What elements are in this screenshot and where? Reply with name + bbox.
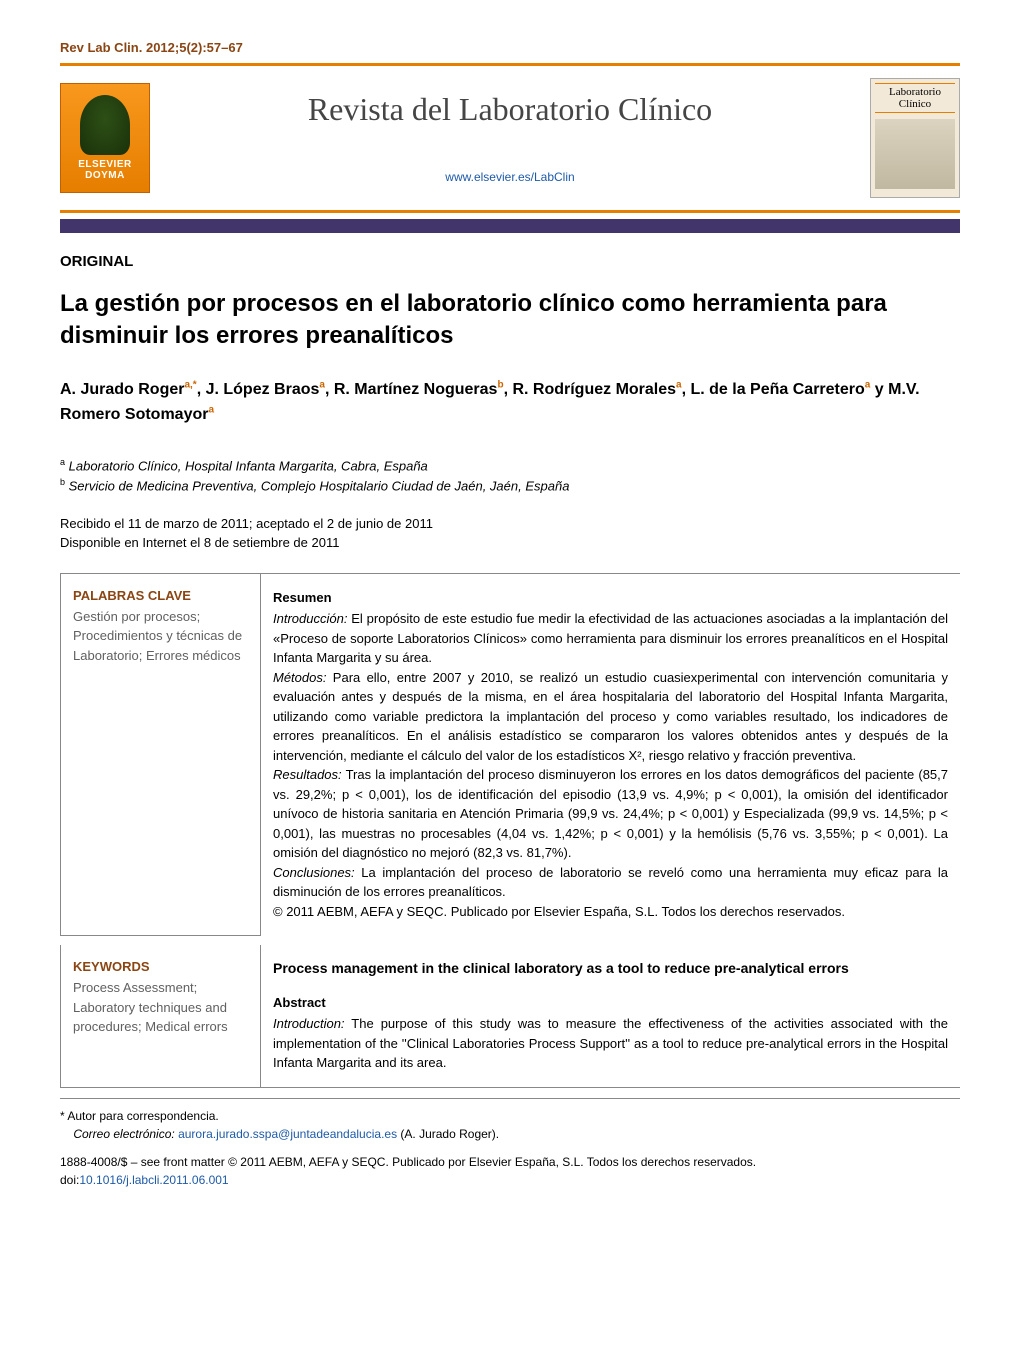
resumen-head: Resumen <box>273 588 948 608</box>
elsevier-tree-icon <box>80 95 130 155</box>
palabras-clave-list: Gestión por procesos; Procedimientos y t… <box>73 607 248 666</box>
keywords-cell: KEYWORDS Process Assessment; Laboratory … <box>61 945 261 1087</box>
abstract-en-cell: Process management in the clinical labor… <box>261 945 961 1087</box>
palabras-clave-cell: PALABRAS CLAVE Gestión por procesos; Pro… <box>61 573 261 935</box>
article-type: ORIGINAL <box>60 253 960 270</box>
abstract-en-introduction: Introduction: The purpose of this study … <box>273 1014 948 1073</box>
journal-cover-thumbnail: Laboratorio Clínico <box>870 78 960 198</box>
resumen-conclusiones: Conclusiones: La implantación del proces… <box>273 863 948 902</box>
doi-link[interactable]: 10.1016/j.labcli.2011.06.001 <box>79 1173 228 1187</box>
article-dates: Recibido el 11 de marzo de 2011; aceptad… <box>60 514 960 553</box>
resumen-metodos: Métodos: Para ello, entre 2007 y 2010, s… <box>273 668 948 766</box>
issn-copyright: 1888-4008/$ – see front matter © 2011 AE… <box>60 1153 960 1171</box>
resumen-introduccion: Introducción: El propósito de este estud… <box>273 609 948 668</box>
doi-line: doi:10.1016/j.labcli.2011.06.001 <box>60 1171 960 1189</box>
publisher-name-1: ELSEVIER <box>78 159 131 170</box>
page: Rev Lab Clin. 2012;5(2):57–67 ELSEVIER D… <box>0 0 1020 1229</box>
keywords-head: KEYWORDS <box>73 959 248 974</box>
resumen-resultados: Resultados: Tras la implantación del pro… <box>273 765 948 863</box>
publisher-logo: ELSEVIER DOYMA <box>60 83 150 193</box>
affiliation-b: b Servicio de Medicina Preventiva, Compl… <box>60 476 960 496</box>
journal-title-block: Revista del Laboratorio Clínico www.else… <box>170 91 850 186</box>
abstract-table: PALABRAS CLAVE Gestión por procesos; Pro… <box>60 573 960 1088</box>
article-title: La gestión por procesos en el laboratori… <box>60 288 960 353</box>
publisher-name-2: DOYMA <box>85 170 125 181</box>
online-date: Disponible en Internet el 8 de setiembre… <box>60 533 960 553</box>
divider-bar <box>60 219 960 233</box>
resumen-copyright: © 2011 AEBM, AEFA y SEQC. Publicado por … <box>273 902 948 922</box>
corresponding-author: * Autor para correspondencia. <box>60 1107 960 1125</box>
cover-thumb-image <box>875 119 955 189</box>
resumen-cell: Resumen Introducción: El propósito de es… <box>261 573 961 935</box>
citation: Rev Lab Clin. 2012;5(2):57–67 <box>60 40 960 55</box>
footer: * Autor para correspondencia. Correo ele… <box>60 1098 960 1189</box>
email-link[interactable]: aurora.jurado.sspa@juntadeandalucia.es <box>178 1127 397 1141</box>
authors: A. Jurado Rogera,*, J. López Braosa, R. … <box>60 377 960 428</box>
journal-title: Revista del Laboratorio Clínico <box>170 91 850 128</box>
received-accepted: Recibido el 11 de marzo de 2011; aceptad… <box>60 514 960 534</box>
palabras-clave-head: PALABRAS CLAVE <box>73 588 248 603</box>
correspondence-email-line: Correo electrónico: aurora.jurado.sspa@j… <box>60 1125 960 1143</box>
journal-url-link[interactable]: www.elsevier.es/LabClin <box>445 170 574 184</box>
abstract-en-head: Abstract <box>273 993 948 1013</box>
journal-header: ELSEVIER DOYMA Revista del Laboratorio C… <box>60 63 960 213</box>
affiliations: a Laboratorio Clínico, Hospital Infanta … <box>60 456 960 496</box>
keywords-list: Process Assessment; Laboratory technique… <box>73 978 248 1037</box>
english-title: Process management in the clinical labor… <box>273 959 948 979</box>
cover-thumb-title: Laboratorio Clínico <box>875 83 955 113</box>
affiliation-a: a Laboratorio Clínico, Hospital Infanta … <box>60 456 960 476</box>
